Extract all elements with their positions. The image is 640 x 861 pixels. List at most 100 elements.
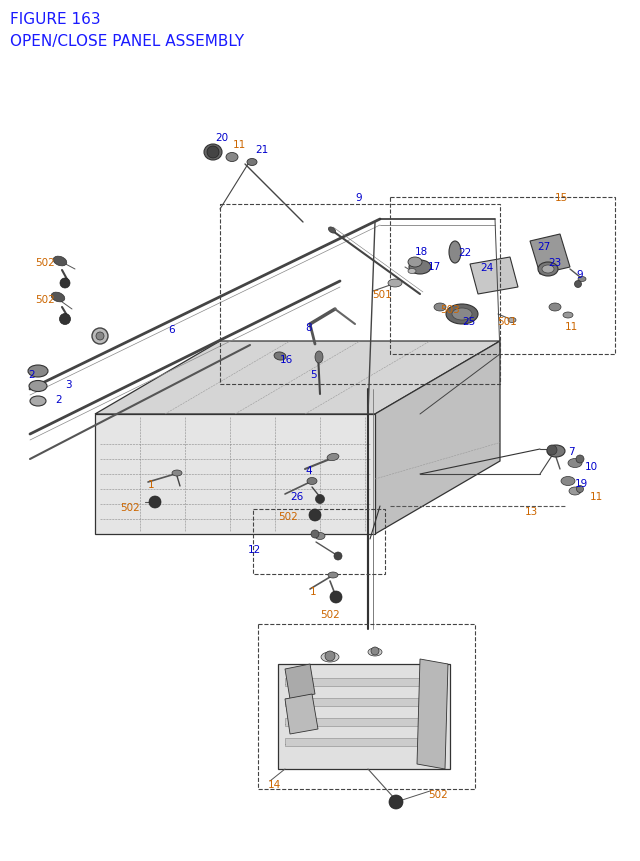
Ellipse shape	[172, 470, 182, 476]
Ellipse shape	[315, 351, 323, 363]
Bar	[220, 205, 500, 385]
Ellipse shape	[563, 313, 573, 319]
Text: 1: 1	[310, 586, 317, 597]
Ellipse shape	[328, 573, 338, 579]
Circle shape	[371, 647, 379, 655]
Text: 502: 502	[428, 789, 448, 799]
Ellipse shape	[449, 242, 461, 263]
Text: 23: 23	[548, 257, 561, 268]
Text: FIGURE 163: FIGURE 163	[10, 12, 100, 27]
Circle shape	[334, 553, 342, 561]
Text: 16: 16	[280, 355, 293, 364]
Circle shape	[149, 497, 161, 508]
Ellipse shape	[547, 445, 565, 457]
Text: 13: 13	[525, 506, 538, 517]
Ellipse shape	[408, 269, 416, 274]
Text: 6: 6	[168, 325, 175, 335]
Text: 8: 8	[305, 323, 312, 332]
Circle shape	[96, 332, 104, 341]
Polygon shape	[285, 694, 318, 734]
Polygon shape	[285, 678, 443, 686]
Text: 502: 502	[320, 610, 340, 619]
Circle shape	[92, 329, 108, 344]
Text: 9: 9	[355, 193, 362, 202]
Text: 20: 20	[215, 133, 228, 143]
Text: 25: 25	[462, 317, 476, 326]
Polygon shape	[278, 664, 450, 769]
Circle shape	[547, 445, 557, 455]
Ellipse shape	[327, 454, 339, 461]
Ellipse shape	[408, 257, 422, 268]
Ellipse shape	[542, 266, 554, 274]
Polygon shape	[285, 698, 443, 706]
Ellipse shape	[578, 277, 586, 282]
Text: 503: 503	[440, 305, 460, 314]
Text: 26: 26	[290, 492, 303, 501]
Text: 501: 501	[497, 317, 516, 326]
Ellipse shape	[51, 293, 65, 302]
Ellipse shape	[446, 305, 478, 325]
Ellipse shape	[568, 459, 582, 468]
Polygon shape	[375, 342, 500, 535]
Text: 5: 5	[310, 369, 317, 380]
Text: 27: 27	[537, 242, 550, 251]
Text: 11: 11	[233, 139, 246, 150]
Ellipse shape	[226, 153, 238, 163]
Text: 22: 22	[458, 248, 471, 257]
Text: 4: 4	[305, 466, 312, 475]
Text: 7: 7	[568, 447, 575, 456]
Ellipse shape	[569, 487, 581, 495]
Ellipse shape	[204, 145, 222, 161]
Polygon shape	[470, 257, 518, 294]
Circle shape	[60, 279, 70, 288]
Bar	[253, 510, 385, 574]
Polygon shape	[95, 414, 375, 535]
Polygon shape	[95, 342, 500, 414]
Polygon shape	[285, 738, 443, 746]
Text: 502: 502	[278, 511, 298, 522]
Text: 19: 19	[575, 479, 588, 488]
Ellipse shape	[368, 648, 382, 656]
Ellipse shape	[274, 352, 286, 361]
Text: OPEN/CLOSE PANEL ASSEMBLY: OPEN/CLOSE PANEL ASSEMBLY	[10, 34, 244, 49]
Text: 10: 10	[585, 461, 598, 472]
Circle shape	[325, 651, 335, 661]
Ellipse shape	[307, 478, 317, 485]
Ellipse shape	[561, 477, 575, 486]
Text: 15: 15	[555, 193, 568, 202]
Circle shape	[575, 282, 582, 288]
Text: 14: 14	[268, 779, 281, 789]
Text: 18: 18	[415, 247, 428, 257]
Ellipse shape	[30, 397, 46, 406]
Bar	[258, 624, 475, 789]
Ellipse shape	[388, 280, 402, 288]
Ellipse shape	[508, 318, 516, 323]
Circle shape	[309, 510, 321, 522]
Ellipse shape	[409, 261, 431, 275]
Circle shape	[389, 795, 403, 809]
Text: 502: 502	[35, 294, 55, 305]
Text: 3: 3	[65, 380, 72, 389]
Text: 501: 501	[372, 289, 392, 300]
Circle shape	[60, 314, 70, 325]
Circle shape	[311, 530, 319, 538]
Text: 9: 9	[576, 269, 582, 280]
Ellipse shape	[321, 653, 339, 662]
Text: 1: 1	[148, 480, 155, 489]
Text: 502: 502	[120, 503, 140, 512]
Circle shape	[330, 592, 342, 604]
Polygon shape	[417, 660, 448, 769]
Ellipse shape	[53, 257, 67, 267]
Text: 21: 21	[255, 145, 268, 155]
Text: 11: 11	[590, 492, 604, 501]
Circle shape	[576, 455, 584, 463]
Text: 502: 502	[35, 257, 55, 268]
Ellipse shape	[452, 308, 472, 320]
Ellipse shape	[328, 227, 335, 234]
Ellipse shape	[434, 304, 446, 312]
Ellipse shape	[549, 304, 561, 312]
Text: 2: 2	[55, 394, 61, 405]
Text: 17: 17	[428, 262, 441, 272]
Ellipse shape	[28, 366, 48, 378]
Polygon shape	[285, 664, 315, 699]
